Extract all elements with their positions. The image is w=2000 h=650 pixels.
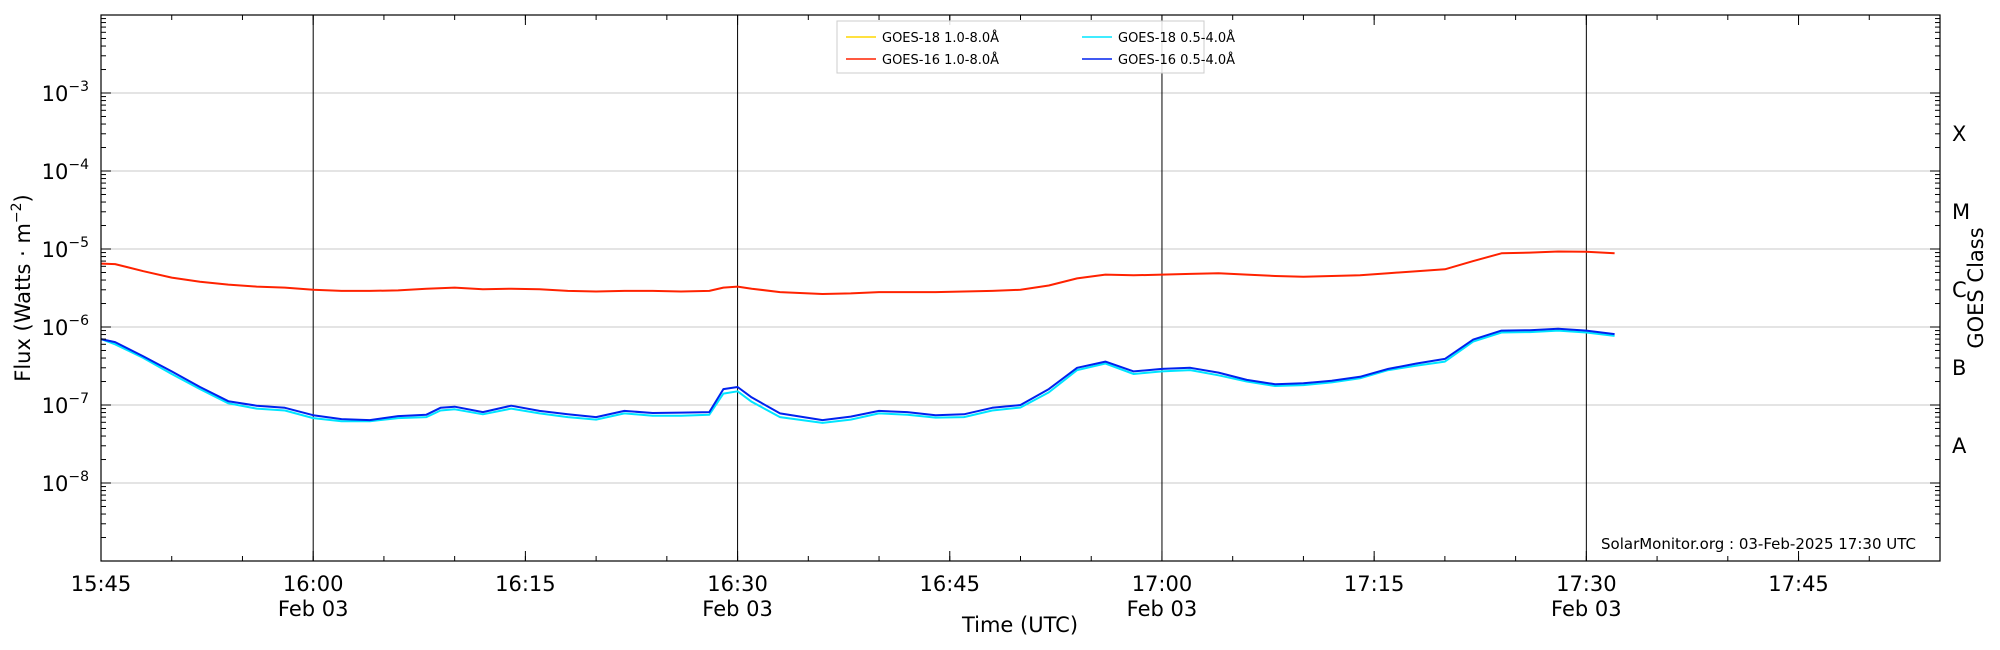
x-tick-label: 16:00: [283, 572, 344, 596]
series-line: [100, 329, 1615, 424]
legend-entry-label: GOES-16 0.5-4.0Å: [1118, 52, 1235, 68]
y-tick-label: 10−5: [42, 235, 89, 262]
legend-box: [836, 20, 1205, 74]
legend-entry-label: GOES-18 1.0-8.0Å: [882, 30, 999, 46]
series-line: [100, 250, 1615, 295]
x-tick-label: 17:45: [1768, 572, 1829, 596]
x-tick-date-label: Feb 03: [1127, 597, 1198, 621]
goes-class-label: B: [1952, 356, 1966, 380]
x-tick-label: 16:45: [920, 572, 981, 596]
x-tick-date-label: Feb 03: [1551, 597, 1622, 621]
series-line: [100, 327, 1615, 422]
axis-ticks: [100, 15, 1941, 562]
x-tick-label: 16:30: [707, 572, 768, 596]
goes-class-label: M: [1952, 200, 1970, 224]
legend-entry-label: GOES-16 1.0-8.0Å: [882, 52, 999, 68]
goes-class-label: A: [1952, 434, 1967, 458]
x-tick-label: 17:30: [1556, 572, 1617, 596]
y-tick-label: 10−4: [42, 157, 89, 184]
x-tick-label: 15:45: [71, 572, 132, 596]
gridlines: [101, 92, 1940, 484]
day-marker-lines: [312, 15, 1587, 561]
y-tick-label: 10−8: [42, 469, 89, 496]
legend-entry-label: GOES-18 0.5-4.0Å: [1118, 30, 1235, 46]
x-tick-label: 17:00: [1132, 572, 1193, 596]
x-axis-label: Time (UTC): [961, 613, 1078, 637]
x-tick-label: 16:15: [495, 572, 556, 596]
goes-class-label: X: [1952, 122, 1966, 146]
legend: GOES-18 1.0-8.0Å GOES-16 1.0-8.0Å GOES-18 …: [836, 20, 1235, 74]
goes-class-axis-label: GOES Class: [1964, 227, 1988, 348]
credit-text: SolarMonitor.org : 03-Feb-2025 17:30 UTC: [1601, 535, 1916, 553]
y-tick-label: 10−6: [42, 313, 89, 340]
y-axis-label: Flux (Watts · m−2): [9, 194, 35, 382]
goes-class-label: C: [1952, 278, 1967, 302]
series-lines: [100, 250, 1615, 424]
plot-frame: [100, 14, 1941, 562]
x-tick-date-label: Feb 03: [702, 597, 773, 621]
y-tick-label: 10−3: [42, 79, 89, 106]
x-tick-label: 17:15: [1344, 572, 1405, 596]
x-tick-date-label: Feb 03: [278, 597, 349, 621]
y-tick-label: 10−7: [42, 391, 89, 418]
